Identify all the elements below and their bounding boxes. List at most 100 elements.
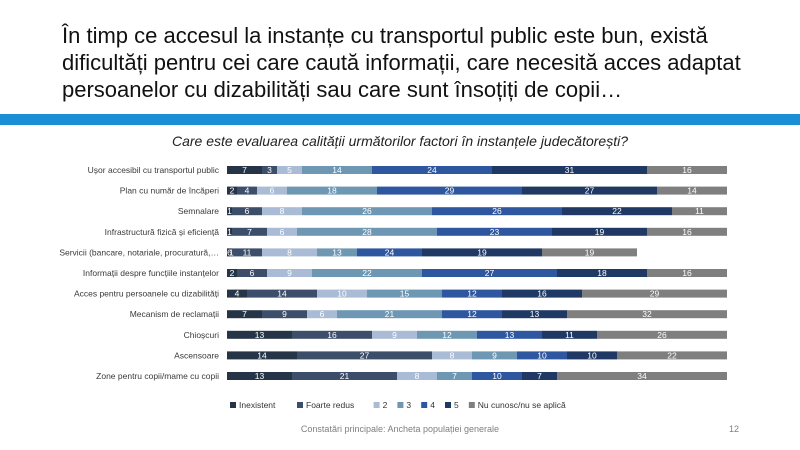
data-label: 8 bbox=[287, 247, 292, 257]
bar-segment bbox=[567, 351, 617, 360]
legend-swatch bbox=[297, 402, 303, 408]
category-label: Chioșcuri bbox=[184, 330, 220, 340]
legend-swatch bbox=[468, 402, 475, 408]
data-label: 13 bbox=[332, 247, 342, 257]
stacked-bar-chart: Ușor accesibil cu transportul public 7 3 5 1… bbox=[59, 165, 727, 410]
bar-segment bbox=[367, 289, 442, 298]
slide-title: În timp ce accesul la instanțe cu transp… bbox=[62, 23, 741, 102]
data-label: 14 bbox=[687, 186, 697, 196]
bar-segment bbox=[237, 269, 267, 277]
data-label: 2 bbox=[230, 268, 235, 278]
data-label: 6 bbox=[280, 227, 285, 237]
bar-segment bbox=[317, 248, 357, 257]
data-label: 1 bbox=[229, 247, 234, 257]
legend-swatch bbox=[373, 402, 380, 408]
category-label: Mecanism de reclamații bbox=[130, 309, 219, 319]
data-label: 11 bbox=[695, 206, 704, 216]
data-label: 7 bbox=[452, 371, 457, 381]
data-label: 18 bbox=[327, 186, 337, 196]
bar-segment bbox=[522, 186, 657, 195]
category-label: Semnalare bbox=[178, 206, 219, 216]
legend-swatch bbox=[445, 402, 451, 408]
category-label: Zone pentru copii/mame cu copii bbox=[96, 371, 219, 381]
data-label: 24 bbox=[385, 247, 395, 257]
data-label: 15 bbox=[400, 289, 410, 299]
bar-segment bbox=[227, 166, 262, 174]
bar-segment bbox=[287, 186, 377, 195]
chart-title: Care este evaluarea calității următorilo… bbox=[171, 133, 628, 149]
bar-segment bbox=[647, 227, 727, 236]
category-label: Informații despre funcțiile instanțelor bbox=[83, 268, 219, 278]
data-label: 1 bbox=[227, 227, 232, 237]
bar-segment bbox=[377, 186, 522, 195]
bar-segment bbox=[227, 330, 292, 339]
bar-segment bbox=[227, 227, 232, 236]
bar-segment bbox=[657, 186, 727, 195]
bar-segment bbox=[232, 248, 262, 257]
data-label: 7 bbox=[247, 227, 252, 237]
bar-segment bbox=[307, 310, 337, 319]
data-label: 8 bbox=[415, 371, 420, 381]
legend-swatch bbox=[421, 402, 428, 408]
bar-segment bbox=[552, 227, 647, 236]
data-label: 16 bbox=[682, 165, 692, 175]
category-label: Infrastructură fizică și eficiență bbox=[105, 227, 220, 237]
bar-segment bbox=[232, 207, 262, 216]
bar-segment bbox=[477, 330, 542, 339]
legend-label: 3 bbox=[406, 400, 411, 410]
data-label: 27 bbox=[585, 186, 595, 196]
data-label: 2 bbox=[230, 186, 235, 196]
bar-segment bbox=[542, 330, 597, 339]
data-label: 31 bbox=[565, 165, 575, 175]
data-label: 18 bbox=[597, 268, 607, 278]
bar-segment bbox=[227, 248, 232, 257]
bar-segment bbox=[277, 166, 302, 174]
page-number: 12 bbox=[729, 424, 740, 434]
data-label: 4 bbox=[235, 289, 240, 299]
data-label: 13 bbox=[255, 330, 265, 340]
data-label: 16 bbox=[537, 289, 547, 299]
bar-segment bbox=[227, 269, 237, 277]
data-label: 19 bbox=[477, 247, 487, 257]
bar-segment bbox=[232, 227, 267, 236]
data-label: 11 bbox=[565, 330, 574, 340]
bar-segment bbox=[262, 207, 302, 216]
bar-segment bbox=[417, 330, 477, 339]
bar-segment bbox=[472, 351, 517, 360]
data-label: 22 bbox=[667, 350, 677, 360]
data-label: 26 bbox=[492, 206, 502, 216]
data-label: 26 bbox=[362, 206, 372, 216]
legend-label: 4 bbox=[430, 400, 435, 410]
data-label: 9 bbox=[282, 309, 287, 319]
bar-segment bbox=[432, 207, 562, 216]
data-label: 7 bbox=[537, 371, 542, 381]
bar-segment bbox=[262, 310, 307, 319]
data-label: 6 bbox=[245, 206, 250, 216]
bar-segment bbox=[337, 310, 442, 319]
bar-segment bbox=[437, 227, 552, 236]
data-label: 24 bbox=[427, 165, 437, 175]
bar-segment bbox=[227, 289, 247, 298]
data-label: 11 bbox=[243, 247, 252, 257]
bar-segment bbox=[302, 207, 432, 216]
bar-segment bbox=[597, 330, 727, 339]
data-label: 5 bbox=[287, 165, 292, 175]
legend-label: Foarte redus bbox=[306, 400, 354, 410]
bar-segment bbox=[617, 351, 727, 360]
data-label: 23 bbox=[490, 227, 500, 237]
data-label: 13 bbox=[505, 330, 515, 340]
data-label: 6 bbox=[227, 247, 232, 257]
data-label: 22 bbox=[362, 268, 372, 278]
bar-segment bbox=[432, 351, 472, 360]
data-label: 27 bbox=[360, 350, 370, 360]
bar-segment bbox=[227, 372, 292, 380]
bar-segment bbox=[442, 289, 502, 298]
category-label: Acces pentru persoanele cu dizabilități bbox=[74, 289, 219, 299]
data-label: 28 bbox=[362, 227, 372, 237]
legend-label: 5 bbox=[454, 400, 459, 410]
data-label: 10 bbox=[537, 350, 547, 360]
bar-segment bbox=[492, 166, 647, 174]
bar-segment bbox=[647, 269, 727, 277]
data-label: 3 bbox=[267, 165, 272, 175]
bar-segment bbox=[557, 372, 727, 380]
